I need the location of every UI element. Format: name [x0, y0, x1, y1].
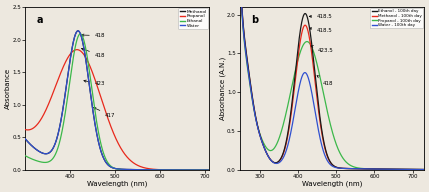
Text: 418.5: 418.5 — [309, 27, 333, 33]
Legend: Methanol, Propanol, Ethanol, Water: Methanol, Propanol, Ethanol, Water — [178, 8, 208, 29]
Text: a: a — [36, 15, 43, 25]
Text: 418: 418 — [82, 48, 105, 58]
Text: 417: 417 — [94, 108, 115, 118]
Legend: Ethanol - 100th day, Methanol - 100th day, Propanol - 100th day, Water - 100th d: Ethanol - 100th day, Methanol - 100th da… — [370, 8, 423, 28]
Text: 418: 418 — [82, 33, 105, 38]
Text: 423: 423 — [84, 80, 105, 86]
Y-axis label: Absorbance (A.N.): Absorbance (A.N.) — [219, 57, 226, 120]
X-axis label: Wavelength (nm): Wavelength (nm) — [87, 181, 148, 187]
Text: 418.5: 418.5 — [309, 14, 333, 19]
Text: 423.5: 423.5 — [311, 46, 334, 53]
Text: b: b — [251, 15, 258, 25]
Text: 418: 418 — [317, 76, 333, 85]
Y-axis label: Absorbance: Absorbance — [5, 68, 11, 109]
X-axis label: Wavelength (nm): Wavelength (nm) — [302, 181, 362, 187]
